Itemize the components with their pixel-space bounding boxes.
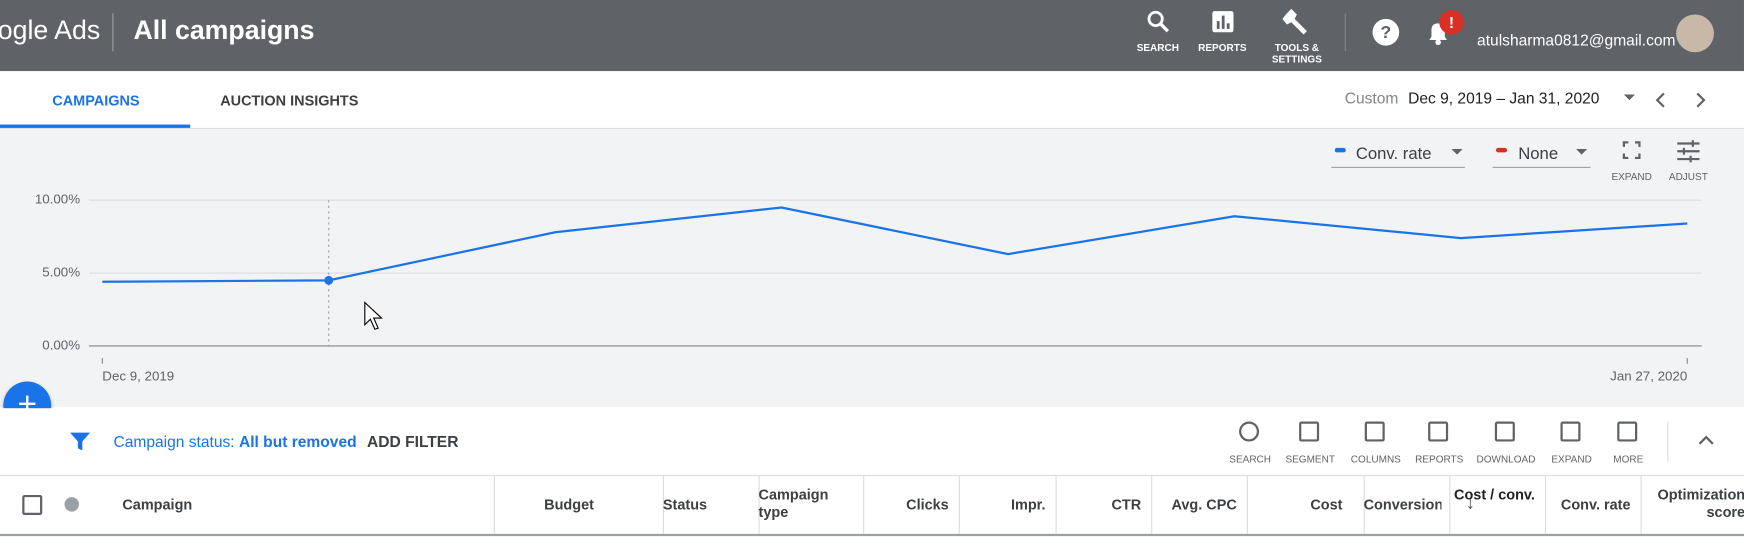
metric-swatch xyxy=(1495,147,1508,153)
filter-bar: Campaign status: All but removed ADD FIL… xyxy=(0,408,1744,477)
toolbar-label[interactable]: COLUMNS xyxy=(1350,453,1401,465)
y-tick-label: 0.00% xyxy=(42,337,80,352)
metric-select[interactable]: None xyxy=(1518,144,1559,164)
chart-action[interactable]: EXPAND xyxy=(1611,171,1652,183)
tab-active[interactable]: CAMPAIGNS xyxy=(52,92,140,109)
toolbar-icon[interactable] xyxy=(1560,421,1581,442)
column-divider xyxy=(1544,476,1547,534)
tab[interactable]: AUCTION INSIGHTS xyxy=(220,92,359,109)
search-icon xyxy=(1147,10,1170,33)
column-divider xyxy=(958,476,960,534)
underline xyxy=(1492,166,1591,168)
nav-tools[interactable]: TOOLS & SETTINGS xyxy=(1271,42,1322,65)
column-header[interactable]: Campaign xyxy=(122,496,193,513)
column-divider xyxy=(1055,476,1057,534)
metric-select[interactable]: Conv. rate xyxy=(1355,144,1432,164)
notification-badge: ! xyxy=(1439,10,1464,35)
column-divider xyxy=(1151,476,1153,534)
column-header[interactable]: CTR xyxy=(1111,496,1142,513)
column-header[interactable]: Conv. rate xyxy=(1560,496,1631,513)
column-header[interactable]: Impr. xyxy=(1010,496,1046,513)
column-divider xyxy=(662,476,665,534)
column-header[interactable]: Campaign type xyxy=(758,486,829,521)
filter-icon xyxy=(70,432,91,451)
status-dot xyxy=(64,497,79,512)
sort-arrow: ↓ xyxy=(1465,493,1475,513)
x-tick-label: Dec 9, 2019 xyxy=(102,369,174,384)
tab-indicator xyxy=(0,124,191,128)
column-divider xyxy=(1363,476,1365,534)
tools-icon xyxy=(1282,8,1307,35)
select-all[interactable] xyxy=(22,494,43,515)
chart-action[interactable]: ADJUST xyxy=(1668,171,1708,183)
header: ogle Ads All campaigns SEARCH REPORTS TO… xyxy=(0,0,1744,72)
toolbar-label[interactable]: MORE xyxy=(1613,453,1644,465)
column-header[interactable]: Budget xyxy=(544,496,594,513)
toolbar-icon[interactable] xyxy=(1299,421,1320,442)
toolbar-icon[interactable] xyxy=(1239,421,1260,442)
divider xyxy=(1344,13,1346,52)
column-header[interactable]: Status xyxy=(662,496,708,513)
filter-label: Campaign status: xyxy=(113,432,235,451)
column-header[interactable]: Conversions xyxy=(1363,496,1442,513)
date-range[interactable]: Dec 9, 2019 – Jan 31, 2020 xyxy=(1408,88,1600,107)
toolbar-label[interactable]: EXPAND xyxy=(1551,453,1592,465)
metric-swatch xyxy=(1334,147,1346,153)
page-title: All campaigns xyxy=(133,15,315,46)
toolbar-icon[interactable] xyxy=(1428,421,1449,442)
column-divider xyxy=(758,476,760,534)
svg-text:?: ? xyxy=(1380,22,1391,42)
cursor xyxy=(364,301,383,330)
product-name: ogle Ads xyxy=(0,15,101,46)
chart-panel: Conv. rate None EXPAND ADJUST xyxy=(0,129,1744,408)
toolbar-label[interactable]: SEARCH xyxy=(1229,453,1272,465)
underline xyxy=(1331,166,1465,168)
toolbar-icon[interactable] xyxy=(1617,421,1638,442)
avatar[interactable] xyxy=(1676,14,1714,53)
column-divider xyxy=(1449,476,1451,534)
dropdown-arrows xyxy=(1451,149,1588,155)
account-email[interactable]: atulsharma0812@gmail.com xyxy=(1477,31,1676,49)
toolbar-label[interactable]: DOWNLOAD xyxy=(1476,453,1536,465)
table-header: Campaign Budget Status Campaign type Clicks I… xyxy=(0,476,1744,537)
y-tick-label: 10.00% xyxy=(35,192,80,207)
column-divider xyxy=(493,476,495,534)
series-line xyxy=(102,206,1688,283)
divider xyxy=(112,13,114,52)
tabs: CAMPAIGNS AUCTION INSIGHTS Custom Dec 9,… xyxy=(0,71,1744,130)
x-tick-label: Jan 27, 2020 xyxy=(1610,369,1687,384)
column-header[interactable]: Avg. CPC xyxy=(1171,496,1237,513)
reports-icon xyxy=(1212,11,1234,33)
collapse-icon[interactable] xyxy=(1697,434,1715,447)
column-divider xyxy=(1246,476,1248,534)
date-controls[interactable] xyxy=(1622,91,1733,109)
date-label: Custom xyxy=(1344,88,1399,107)
nav-search[interactable]: SEARCH xyxy=(1136,42,1179,54)
nav-reports[interactable]: REPORTS xyxy=(1198,42,1247,54)
filter-chip[interactable]: Campaign status: All but removed xyxy=(113,433,356,451)
help-icon[interactable]: ? xyxy=(1371,18,1400,47)
column-header[interactable]: Optimization score xyxy=(1657,486,1744,521)
column-header[interactable]: Cost / conv. xyxy=(1454,486,1535,503)
column-header[interactable]: Cost xyxy=(1310,496,1343,513)
hover-point xyxy=(324,275,334,285)
column-header[interactable]: Clicks xyxy=(906,496,949,513)
column-divider xyxy=(863,476,865,534)
toolbar-label[interactable]: REPORTS xyxy=(1415,453,1464,465)
y-tick-label: 5.00% xyxy=(42,265,80,280)
toolbar-label[interactable]: SEGMENT xyxy=(1285,453,1335,465)
toolbar-icon[interactable] xyxy=(1364,421,1385,442)
filter-value: All but removed xyxy=(238,432,357,451)
toolbar-icon[interactable] xyxy=(1494,421,1515,442)
add-filter[interactable]: ADD FILTER xyxy=(367,432,459,451)
divider xyxy=(1667,421,1669,462)
column-divider xyxy=(1640,476,1642,534)
chart-action-icons[interactable] xyxy=(1622,140,1711,164)
